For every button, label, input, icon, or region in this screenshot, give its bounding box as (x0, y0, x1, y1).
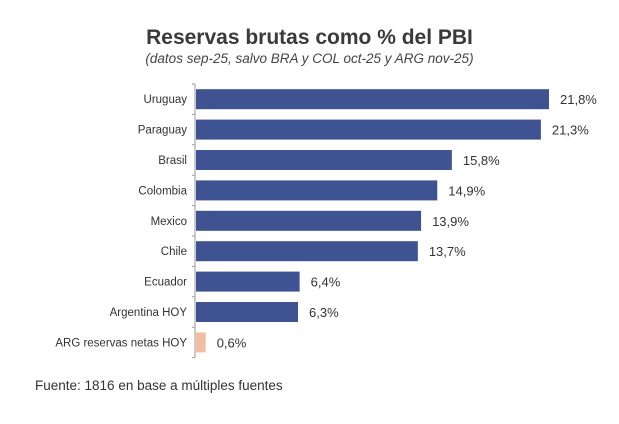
data-label: 6,4% (311, 275, 341, 290)
data-label: 6,3% (309, 305, 339, 320)
category-label: Uruguay (144, 94, 188, 106)
chart-subtitle: (datos sep-25, salvo BRA y COL oct-25 y … (145, 51, 474, 66)
source-note: Fuente: 1816 en base a múltiples fuentes (35, 378, 283, 393)
category-label: Colombia (138, 185, 187, 197)
bar (196, 210, 422, 231)
category-label: Chile (161, 246, 187, 258)
data-label: 0,6% (217, 335, 247, 350)
bar (196, 271, 300, 292)
bar (196, 332, 206, 353)
category-label: Argentina HOY (110, 307, 188, 319)
data-label: 14,9% (448, 183, 485, 198)
data-label: 21,8% (560, 92, 597, 107)
bar (196, 180, 438, 201)
bar (196, 119, 541, 140)
category-label: Brasil (158, 155, 187, 167)
category-label: Paraguay (138, 125, 187, 137)
bar (196, 150, 452, 170)
category-label: Ecuador (144, 277, 187, 289)
bar (196, 302, 299, 322)
bar (196, 241, 418, 262)
category-label: ARG reservas netas HOY (55, 337, 187, 349)
chart-title: Reservas brutas como % del PBI (146, 26, 473, 49)
data-label: 13,9% (432, 214, 469, 229)
bar (196, 89, 549, 110)
data-label: 13,7% (429, 244, 466, 259)
data-label: 15,8% (463, 153, 500, 168)
category-label: Mexico (151, 216, 187, 228)
data-label: 21,3% (552, 123, 589, 138)
